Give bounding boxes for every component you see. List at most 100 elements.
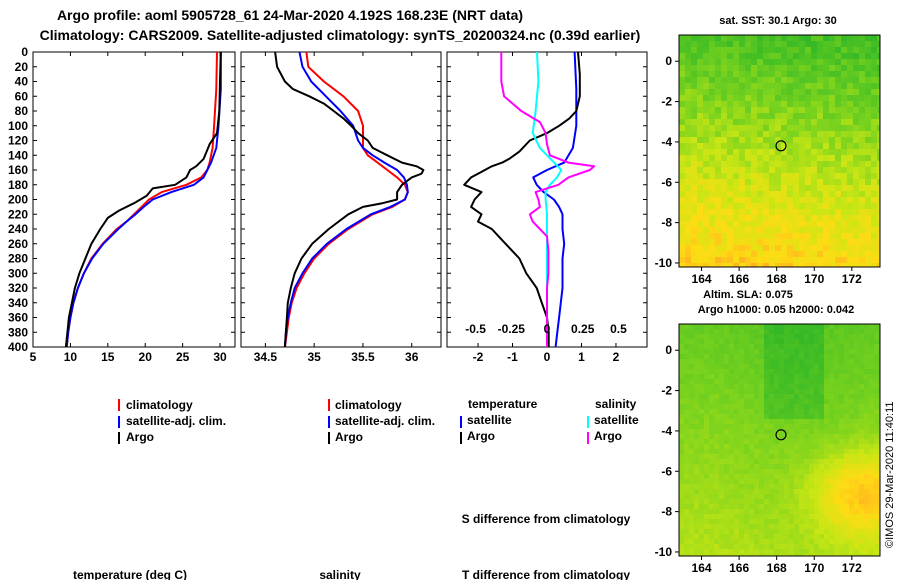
map-cell: [854, 449, 860, 455]
map-cell: [794, 344, 800, 350]
map-cell: [834, 469, 840, 475]
map-cell: [793, 71, 800, 78]
map-cell: [859, 101, 866, 108]
map-cell: [739, 101, 746, 108]
map-cell: [787, 155, 794, 162]
map-cell: [733, 257, 740, 264]
map-cell: [824, 464, 830, 470]
map-cell: [757, 35, 764, 42]
map-cell: [733, 233, 740, 240]
map-cell: [871, 95, 878, 102]
map-cell: [729, 409, 735, 415]
map-cell: [714, 544, 720, 550]
map-cell: [793, 155, 800, 162]
map-cell: [727, 95, 734, 102]
map-cell: [829, 41, 836, 48]
tdiff-xlabel: T difference from climatology: [462, 568, 630, 580]
map-cell: [799, 221, 806, 228]
map-cell: [794, 324, 800, 330]
map-cell: [769, 469, 775, 475]
map-cell: [739, 434, 745, 440]
map-cell: [754, 439, 760, 445]
map-cell: [834, 484, 840, 490]
map-cell: [877, 95, 880, 102]
map-cell: [799, 394, 805, 400]
map-cell: [819, 429, 825, 435]
map-cell: [829, 514, 835, 520]
map-cell: [799, 227, 806, 234]
map-cell: [817, 191, 824, 198]
map-cell: [724, 494, 730, 500]
map-cell: [824, 439, 830, 445]
map-cell: [829, 379, 835, 385]
map-cell: [794, 504, 800, 510]
map-cell: [703, 101, 710, 108]
map-cell: [763, 107, 770, 114]
map-cell: [703, 257, 710, 264]
map-cell: [823, 35, 830, 42]
map-cell: [844, 474, 850, 480]
map-cell: [744, 469, 750, 475]
map-cell: [849, 519, 855, 525]
map-cell: [739, 364, 745, 370]
map-cell: [749, 514, 755, 520]
map-cell: [799, 344, 805, 350]
map-cell: [859, 384, 865, 390]
map-cell: [733, 65, 740, 72]
map-cell: [804, 454, 810, 460]
map-cell: [834, 479, 840, 485]
map-cell: [835, 137, 842, 144]
map-cell: [729, 399, 735, 405]
map-cell: [805, 161, 812, 168]
map-cell: [847, 53, 854, 60]
map-cell: [869, 539, 875, 545]
map-cell: [699, 554, 705, 556]
map-cell: [679, 354, 685, 360]
map-cell: [874, 349, 880, 355]
map-cell: [754, 484, 760, 490]
y-tick-label: 260: [8, 237, 28, 251]
map-cell: [804, 549, 810, 555]
map-cell: [841, 203, 848, 210]
map-cell: [689, 539, 695, 545]
map-cell: [729, 514, 735, 520]
map-cell: [754, 404, 760, 410]
map-cell: [694, 419, 700, 425]
map-cell: [727, 59, 734, 66]
map-cell: [689, 554, 695, 556]
map-cell: [871, 125, 878, 132]
map-cell: [714, 389, 720, 395]
map-cell: [679, 414, 685, 420]
map-cell: [835, 227, 842, 234]
map-cell: [724, 469, 730, 475]
map-cell: [794, 529, 800, 535]
map-cell: [865, 173, 872, 180]
map-cell: [774, 509, 780, 515]
map-cell: [754, 354, 760, 360]
map-cell: [874, 344, 880, 350]
map-cell: [729, 344, 735, 350]
map-cell: [794, 499, 800, 505]
map-cell: [805, 203, 812, 210]
map-cell: [775, 221, 782, 228]
map-cell: [819, 324, 825, 330]
map-cell: [789, 519, 795, 525]
map-cell: [799, 409, 805, 415]
map-cell: [781, 53, 788, 60]
map-cell: [679, 499, 685, 505]
map-cell: [685, 143, 692, 150]
map-cell: [847, 173, 854, 180]
map-cell: [787, 161, 794, 168]
map-cell: [781, 59, 788, 66]
map-cell: [859, 83, 866, 90]
map-cell: [817, 209, 824, 216]
map-cell: [804, 419, 810, 425]
map-cell: [811, 263, 818, 267]
map-cell: [699, 544, 705, 550]
map-cell: [869, 479, 875, 485]
map-cell: [859, 424, 865, 430]
map-cell: [809, 549, 815, 555]
map-cell: [829, 167, 836, 174]
map-cell: [685, 167, 692, 174]
map-cell: [784, 419, 790, 425]
